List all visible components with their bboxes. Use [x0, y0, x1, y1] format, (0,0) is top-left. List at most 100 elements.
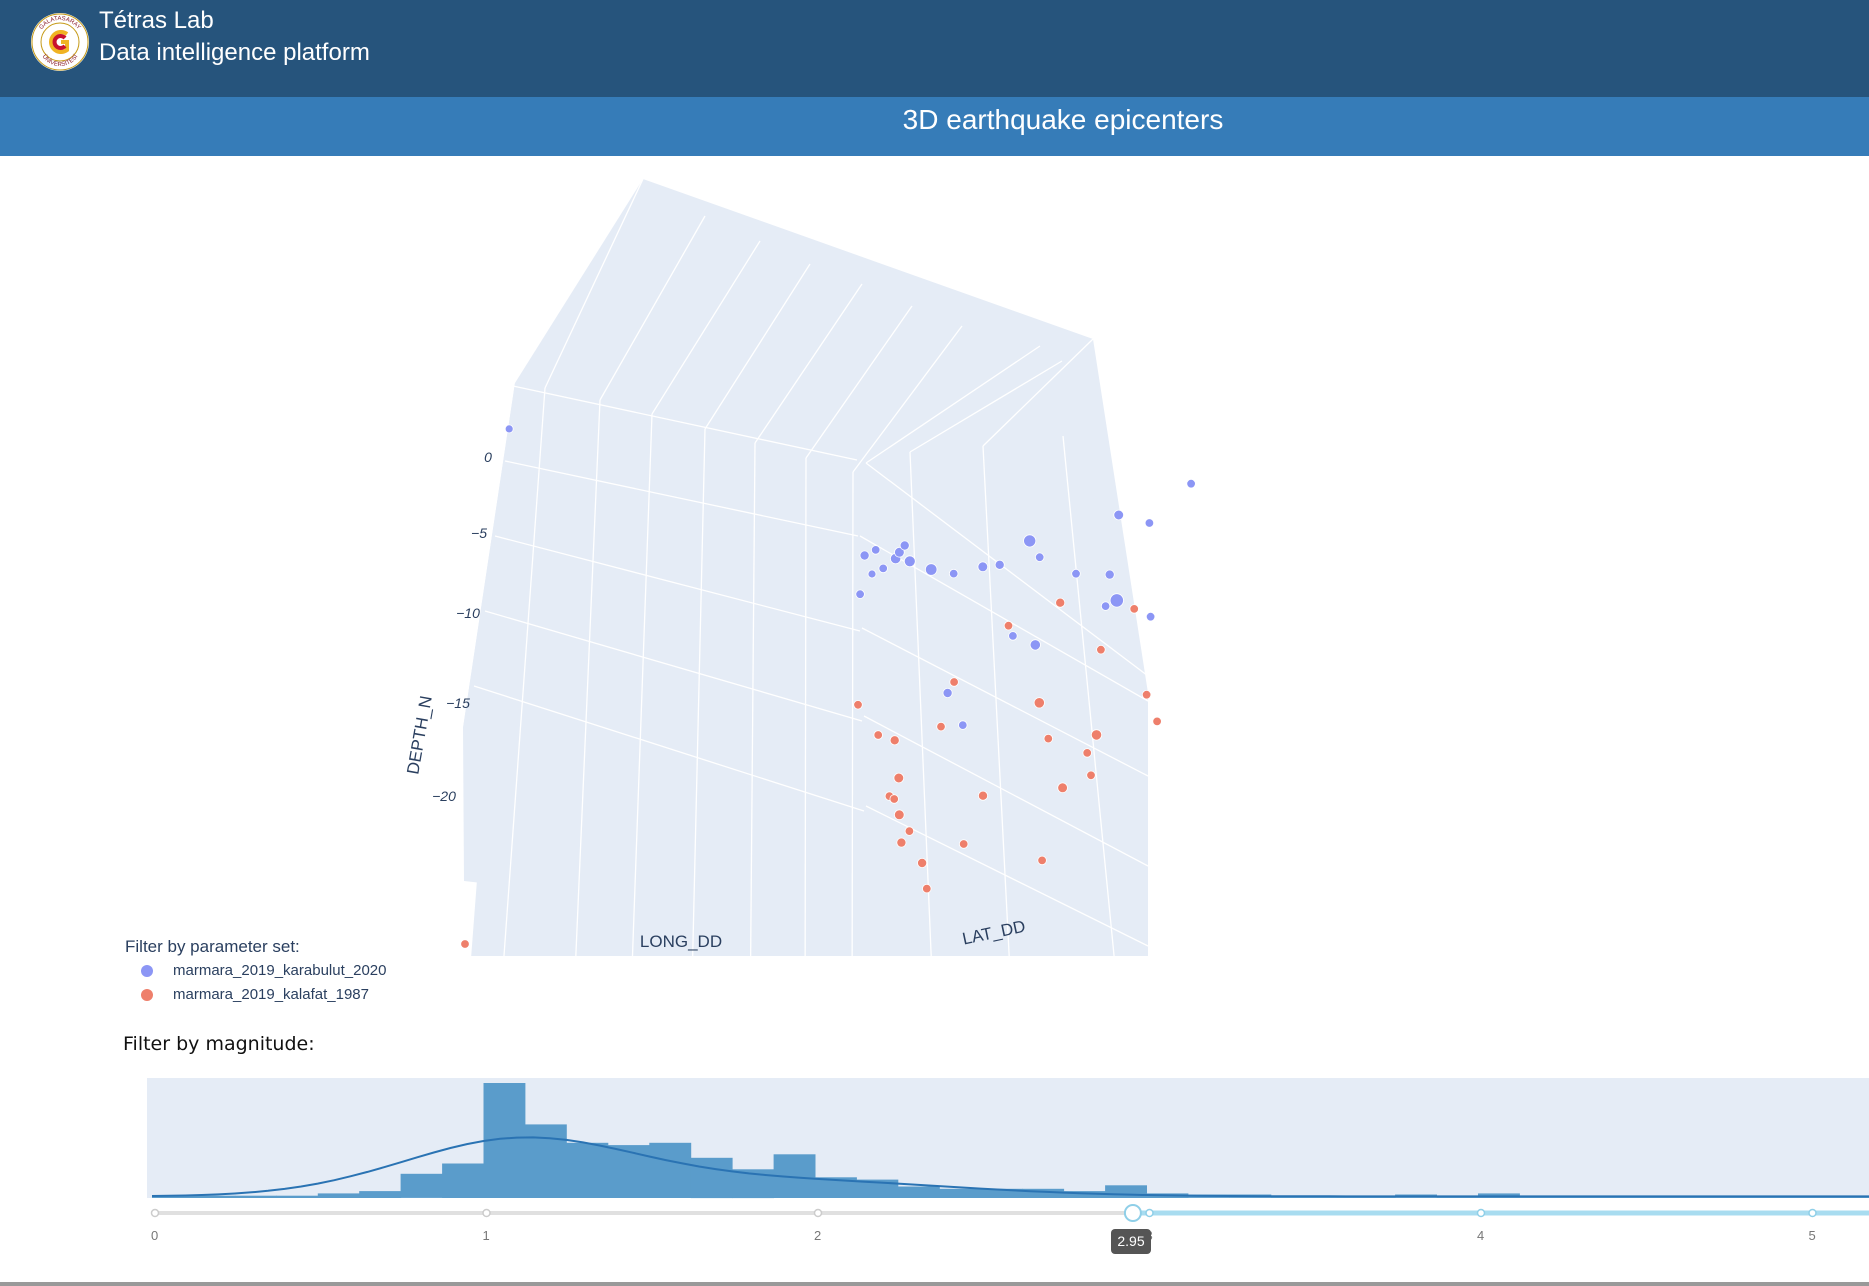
scatter-point[interactable]	[871, 545, 881, 555]
scatter-3d-plot[interactable]: 0−5−10−15−2028.828.728.628.528.428.328.2…	[0, 156, 1869, 956]
scatter-point[interactable]	[1086, 770, 1096, 781]
scatter-point[interactable]	[893, 772, 905, 784]
page-title-bar	[0, 97, 1869, 156]
histogram-bar	[400, 1173, 443, 1198]
scatter-point[interactable]	[925, 563, 938, 576]
scatter-point[interactable]	[1008, 631, 1018, 641]
scatter-point[interactable]	[978, 790, 989, 801]
scatter-point[interactable]	[903, 555, 916, 568]
legend-label: marmara_2019_karabulut_2020	[173, 962, 387, 979]
magnitude-range-slider[interactable]	[0, 1198, 1869, 1228]
scatter-point[interactable]	[893, 809, 905, 821]
scatter-point[interactable]	[904, 826, 915, 836]
scatter-point[interactable]	[936, 721, 946, 732]
scatter-point[interactable]	[1071, 569, 1081, 579]
legend-title: Filter by parameter set:	[125, 937, 300, 956]
scatter-point[interactable]	[460, 939, 470, 949]
scatter-point[interactable]	[949, 568, 959, 579]
scatter-point[interactable]	[896, 837, 907, 848]
scatter-point[interactable]	[859, 550, 870, 561]
magnitude-filter-label: Filter by magnitude:	[123, 1033, 315, 1055]
slider-tick-label: 5	[1808, 1228, 1816, 1243]
histogram-bar	[1063, 1191, 1106, 1198]
scene-floor	[471, 383, 1148, 956]
slider-tick-label: 1	[482, 1228, 490, 1243]
slider-mark-dot	[1476, 1208, 1486, 1218]
slider-tick-label: 4	[1477, 1228, 1485, 1243]
scatter-point[interactable]	[873, 730, 883, 740]
scatter-point[interactable]	[894, 546, 905, 558]
scatter-point[interactable]	[899, 540, 910, 551]
legend-marker-dot	[141, 989, 153, 1001]
slider-tick-label: 0	[151, 1228, 159, 1243]
histogram-bar	[193, 1195, 236, 1198]
scatter-point[interactable]	[1034, 552, 1045, 562]
scatter-point[interactable]	[1023, 534, 1037, 548]
scatter-point[interactable]	[1145, 612, 1156, 622]
histogram-bar	[815, 1177, 857, 1198]
scatter-point[interactable]	[504, 424, 514, 434]
slider-value-tooltip: 2.95	[1111, 1229, 1151, 1254]
histogram-bar	[442, 1163, 484, 1198]
scatter-point[interactable]	[1129, 604, 1139, 614]
scatter-point[interactable]	[917, 858, 928, 869]
histogram-bar	[1105, 1185, 1147, 1198]
scatter-point[interactable]	[958, 720, 968, 730]
histogram-bar	[566, 1142, 609, 1198]
scatter-point[interactable]	[922, 883, 932, 894]
scatter-point[interactable]	[1096, 645, 1106, 655]
z-tick-label: −5	[471, 525, 487, 541]
z-tick-label: −15	[446, 695, 470, 711]
scatter-point[interactable]	[1186, 479, 1196, 489]
histogram-bar	[1643, 1196, 1686, 1198]
scatter-point[interactable]	[1055, 597, 1066, 608]
scatter-point[interactable]	[1029, 639, 1041, 651]
scatter-point[interactable]	[977, 561, 989, 573]
histogram-bar	[1602, 1196, 1645, 1198]
histogram-bar	[897, 1186, 940, 1198]
university-logo: GALATASARAY ÜNİVERSİTESİ	[30, 12, 90, 72]
scatter-point[interactable]	[1057, 782, 1068, 794]
histogram-bar	[152, 1195, 194, 1198]
scatter-point[interactable]	[1113, 509, 1124, 521]
scatter-point[interactable]	[1141, 690, 1152, 700]
z-tick-label: −10	[456, 605, 480, 621]
scatter-point[interactable]	[942, 688, 953, 699]
slider-tick-labels: 012345	[0, 1228, 1869, 1248]
scatter-point[interactable]	[994, 559, 1005, 570]
scatter-point[interactable]	[959, 839, 969, 849]
scene-grid	[473, 178, 1149, 956]
scatter-point[interactable]	[1104, 569, 1115, 580]
scatter-point[interactable]	[1144, 518, 1155, 528]
histogram-bar	[856, 1179, 899, 1198]
scatter-point[interactable]	[1003, 621, 1014, 631]
slider-mark-dot	[1808, 1208, 1817, 1218]
app-header: GALATASARAY ÜNİVERSİTESİ Tétras Lab Data…	[0, 0, 1869, 97]
scatter-point[interactable]	[889, 794, 899, 804]
histogram-bar	[1809, 1196, 1852, 1198]
scatter-point[interactable]	[1109, 593, 1124, 608]
scatter-point[interactable]	[1033, 697, 1045, 709]
histogram-bar	[1850, 1196, 1869, 1198]
scatter-point[interactable]	[1037, 855, 1047, 866]
scatter-point[interactable]	[853, 700, 863, 710]
scatter-point[interactable]	[1082, 748, 1092, 758]
scatter-point[interactable]	[889, 735, 900, 746]
slider-mark-dot	[813, 1208, 823, 1218]
scatter-point[interactable]	[949, 677, 959, 687]
density-curve	[151, 1136, 1869, 1198]
histogram-bar	[359, 1191, 402, 1198]
scatter-point[interactable]	[878, 563, 888, 574]
magnitude-histogram	[147, 1078, 1869, 1199]
histogram-bar	[1726, 1196, 1769, 1198]
scatter-point[interactable]	[1090, 729, 1103, 741]
histogram-bar	[939, 1188, 982, 1198]
slider-handle[interactable]	[1123, 1204, 1142, 1222]
scatter-point[interactable]	[867, 569, 877, 579]
slider-mark-dot	[1145, 1208, 1154, 1218]
histogram-bar	[607, 1145, 650, 1198]
scatter-point[interactable]	[1043, 733, 1054, 744]
scatter-point[interactable]	[1100, 601, 1111, 611]
scatter-point[interactable]	[855, 589, 865, 599]
scatter-point[interactable]	[1152, 716, 1162, 727]
